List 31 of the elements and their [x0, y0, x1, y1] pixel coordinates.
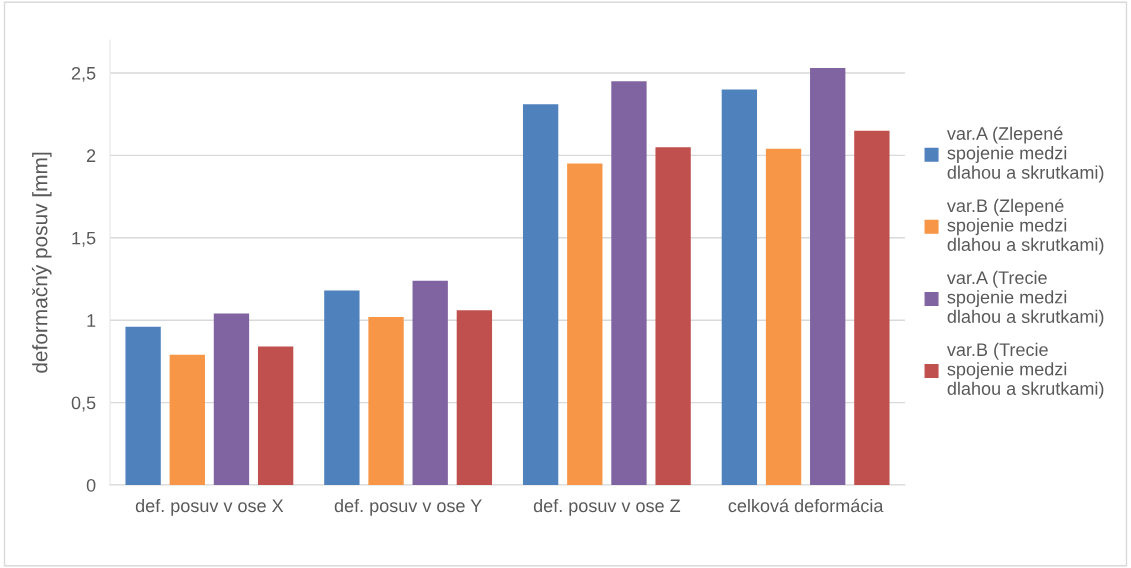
bar — [368, 316, 404, 485]
bar — [257, 346, 294, 485]
x-tick-label: def. posuv v ose Z — [533, 498, 681, 516]
bar — [721, 89, 758, 485]
y-tick-label: 0,5 — [71, 396, 96, 412]
bar — [765, 148, 802, 485]
y-axis-title: deformačný posuv [mm] — [31, 152, 52, 373]
bar — [456, 310, 493, 485]
legend-label: var.B (Zlepené spojenie medzi dlahou a skrutkami) — [946, 198, 1104, 255]
x-tick-label: def. posuv v ose X — [135, 498, 284, 516]
legend-label: var.A (Zlepené spojenie medzi dlahou a skrutkami) — [946, 126, 1104, 183]
bar — [169, 354, 205, 485]
legend-label: var.B (Trecie spojenie medzi dlahou a skrutkami) — [946, 342, 1104, 399]
y-tick-label: 1 — [87, 314, 96, 327]
x-tick-label: def. posuv v ose Y — [334, 498, 482, 516]
bar — [655, 147, 691, 485]
y-tick-label: 1,5 — [72, 231, 96, 247]
bar — [611, 81, 647, 485]
bar — [125, 326, 161, 485]
y-tick-label: 2 — [86, 149, 96, 162]
y-tick-label: 2,5 — [71, 66, 96, 82]
bar — [324, 290, 360, 485]
bar — [412, 280, 448, 485]
y-tick-label: 0 — [86, 478, 96, 492]
bar — [213, 313, 250, 485]
x-tick-label: celková deformácia — [728, 498, 884, 513]
bar — [810, 68, 846, 485]
bar — [522, 104, 559, 485]
bar — [567, 163, 603, 485]
legend-label: var.A (Trecie spojenie medzi dlahou a skrutkami) — [946, 270, 1104, 327]
bar — [854, 130, 890, 485]
